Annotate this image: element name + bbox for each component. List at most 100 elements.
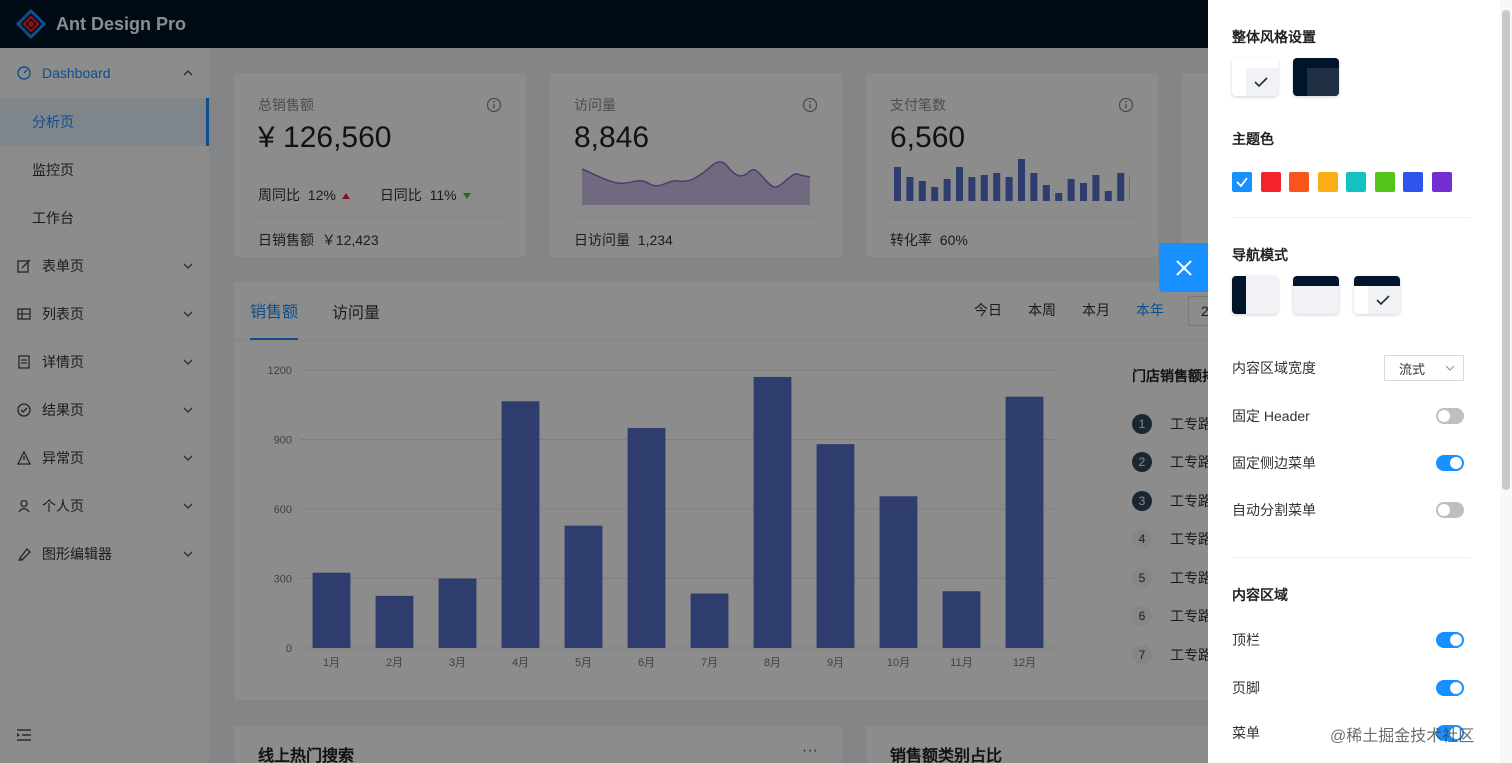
highlight-icon <box>16 546 32 562</box>
topbar-switch[interactable] <box>1436 632 1464 648</box>
x-tick-label: 7月 <box>701 657 718 669</box>
hot-search-title: 线上热门搜索 <box>258 748 355 763</box>
split-menus-switch[interactable] <box>1436 502 1464 518</box>
profile-icon <box>16 354 32 370</box>
sidebar-item-profile[interactable]: 详情页 <box>0 338 209 386</box>
fixed-header-label: 固定 Header <box>1232 408 1310 424</box>
ranking-item: 7 工专路 <box>1132 645 1212 665</box>
ranking-item: 3 工专路 <box>1132 491 1212 511</box>
sidebar-item-workplace[interactable]: 工作台 <box>0 194 209 242</box>
ranking-item: 6 工专路 <box>1132 606 1212 626</box>
range-week[interactable]: 本周 <box>1028 302 1056 318</box>
info-circle-icon[interactable] <box>1118 97 1134 113</box>
bar[interactable] <box>438 578 477 649</box>
tab-sales[interactable]: 销售额 <box>250 282 299 340</box>
close-icon <box>1175 259 1192 276</box>
theme-color-swatch[interactable] <box>1260 172 1281 192</box>
day-trend: 日同比 11% <box>380 185 471 205</box>
more-options-icon[interactable]: ··· <box>802 742 818 759</box>
stat-footer: 转化率 60% <box>890 217 1134 250</box>
bar[interactable] <box>942 591 981 648</box>
info-circle-icon[interactable] <box>486 97 502 113</box>
bar[interactable] <box>753 376 792 648</box>
sidebar-item-account[interactable]: 个人页 <box>0 482 209 530</box>
ant-design-logo-icon[interactable] <box>16 9 46 39</box>
scrollbar-thumb[interactable] <box>1502 10 1510 490</box>
sidebar-item-label: Dashboard <box>42 65 111 81</box>
theme-color-swatch[interactable] <box>1317 172 1338 192</box>
y-tick-label: 300 <box>274 574 292 586</box>
fixed-sidebar-row: 固定侧边菜单 <box>1232 449 1464 477</box>
range-today[interactable]: 今日 <box>974 302 1002 318</box>
content-width-select[interactable]: 流式 <box>1384 355 1464 381</box>
mini-bar <box>1092 175 1100 201</box>
sidebar-item-editor[interactable]: 图形编辑器 <box>0 530 209 578</box>
sidebar-item-monitor[interactable]: 监控页 <box>0 146 209 194</box>
ranking-item: 2 工专路 <box>1132 452 1212 472</box>
theme-color-swatch[interactable] <box>1431 172 1452 192</box>
theme-color-swatch[interactable] <box>1374 172 1395 192</box>
mini-bar <box>1117 173 1125 201</box>
nav-top-option[interactable] <box>1293 276 1339 314</box>
x-tick-label: 12月 <box>1013 657 1036 669</box>
nav-mix-option[interactable] <box>1354 276 1400 314</box>
x-tick-label: 6月 <box>638 657 655 669</box>
sidebar-item-exception[interactable]: 异常页 <box>0 434 209 482</box>
tabs-divider <box>234 340 1474 341</box>
sidebar-item-label: 异常页 <box>42 450 84 466</box>
bar[interactable] <box>501 401 540 648</box>
tab-visits[interactable]: 访问量 <box>332 305 381 322</box>
footer-switch[interactable] <box>1436 680 1464 696</box>
table-icon <box>16 306 32 322</box>
footer-row: 页脚 <box>1232 674 1464 702</box>
menu-fold-icon[interactable] <box>16 727 32 743</box>
payments-mini-bar-chart <box>894 159 1130 201</box>
range-year[interactable]: 本年 <box>1136 302 1164 318</box>
mini-bar <box>931 187 939 201</box>
fixed-header-switch[interactable] <box>1436 408 1464 424</box>
fixed-sidebar-switch[interactable] <box>1436 455 1464 471</box>
dashboard-icon <box>16 65 32 81</box>
bar[interactable] <box>1005 396 1044 648</box>
theme-color-swatch[interactable] <box>1403 172 1423 192</box>
drawer-scrollbar[interactable] <box>1500 0 1512 763</box>
sidebar-item-form[interactable]: 表单页 <box>0 242 209 290</box>
menu-switch[interactable] <box>1436 725 1464 741</box>
content-width-label: 内容区域宽度 <box>1232 360 1316 376</box>
hot-search-card: 线上热门搜索 ··· <box>234 726 842 763</box>
bar[interactable] <box>312 572 351 648</box>
sidebar-item-analysis[interactable]: 分析页 <box>0 98 209 146</box>
sales-tabs: 销售额 访问量 <box>250 282 380 340</box>
sidebar-item-list[interactable]: 列表页 <box>0 290 209 338</box>
mini-bar <box>1067 179 1075 201</box>
form-icon <box>16 258 32 274</box>
drawer-divider <box>1232 217 1470 218</box>
style-light-option[interactable] <box>1232 58 1278 96</box>
bar[interactable] <box>564 525 603 648</box>
content-width-row: 内容区域宽度 流式 <box>1232 354 1464 382</box>
app-title[interactable]: Ant Design Pro <box>56 13 187 34</box>
nav-side-option[interactable] <box>1232 276 1278 314</box>
split-menus-row: 自动分割菜单 <box>1232 496 1464 524</box>
sidebar-item-dashboard[interactable]: Dashboard <box>0 48 209 98</box>
mini-bar <box>956 167 963 201</box>
x-tick-label: 4月 <box>512 657 529 669</box>
theme-color-swatch[interactable] <box>1232 172 1252 192</box>
info-circle-icon[interactable] <box>802 97 818 113</box>
bar[interactable] <box>627 427 666 648</box>
sidebar-item-label: 详情页 <box>42 354 84 370</box>
theme-color-swatch[interactable] <box>1346 172 1366 192</box>
visits-area-chart <box>582 161 810 205</box>
style-dark-option[interactable] <box>1293 58 1339 96</box>
bar[interactable] <box>879 496 918 648</box>
sidebar-item-result[interactable]: 结果页 <box>0 386 209 434</box>
bar[interactable] <box>690 593 729 648</box>
bar[interactable] <box>816 444 855 648</box>
range-month[interactable]: 本月 <box>1082 302 1110 318</box>
mini-bar <box>918 181 926 201</box>
content-area-title: 内容区域 <box>1232 587 1288 603</box>
mini-bar <box>1018 159 1025 201</box>
theme-color-swatch[interactable] <box>1289 172 1309 192</box>
drawer-close-button[interactable] <box>1159 243 1208 292</box>
bar[interactable] <box>375 595 414 648</box>
